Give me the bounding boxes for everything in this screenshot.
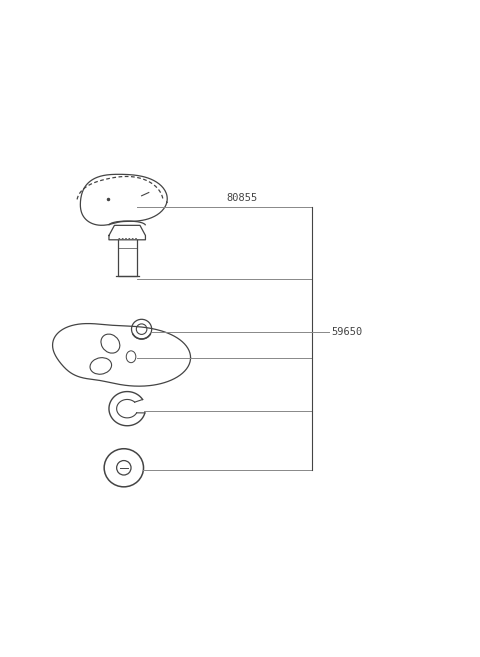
Text: 80855: 80855 bbox=[227, 193, 258, 203]
Text: 59650: 59650 bbox=[331, 327, 362, 337]
